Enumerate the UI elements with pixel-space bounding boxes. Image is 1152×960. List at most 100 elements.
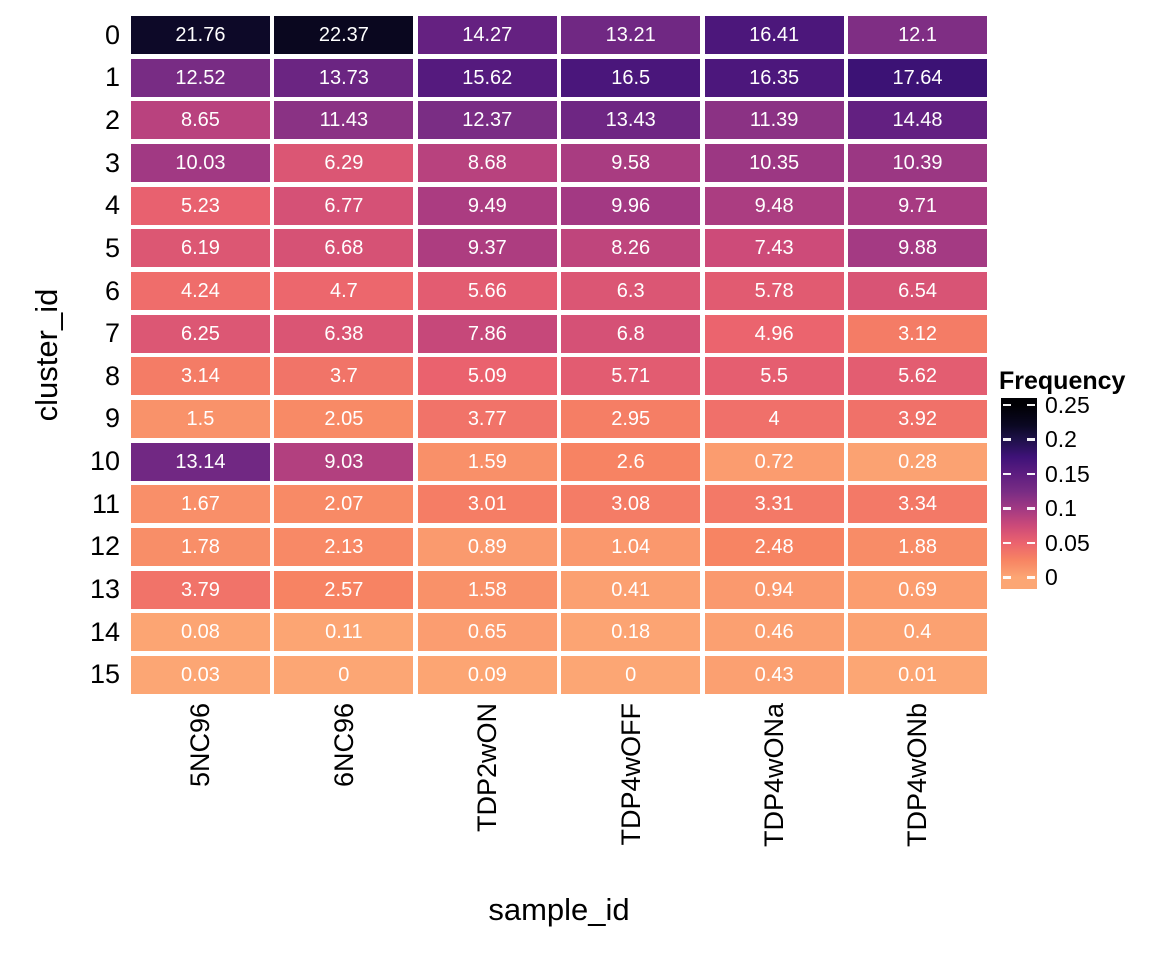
heatmap-cell: 3.14	[131, 357, 270, 396]
heatmap-cell: 13.21	[561, 16, 701, 55]
heatmap-cell: 2.05	[274, 399, 414, 439]
heatmap-cell: 12.52	[131, 58, 270, 97]
heatmap-cell: 0.41	[561, 570, 701, 609]
heatmap-cell: 5.09	[417, 357, 557, 396]
heatmap-cell: 1.59	[417, 442, 557, 481]
heatmap-cell: 9.03	[274, 442, 414, 481]
row-label: 2	[104, 104, 120, 135]
legend-tick-mark	[1027, 576, 1035, 579]
heatmap-cell: 0.46	[704, 613, 844, 652]
legend-tick-mark	[1027, 541, 1035, 545]
column-label: TDP4wONb	[902, 703, 933, 848]
column-label: TDP4wONa	[758, 703, 789, 848]
heatmap-cell: 14.48	[848, 101, 987, 140]
heatmap-cell: 22.37	[274, 16, 414, 55]
heatmap-cell: 8.26	[561, 229, 701, 268]
column-label: 5NC96	[185, 703, 216, 788]
heatmap-cell: 1.04	[561, 527, 701, 567]
heatmap-cell: 6.54	[848, 271, 987, 311]
row-label: 4	[104, 190, 120, 221]
legend-tick-label: 0.1	[1045, 495, 1077, 521]
heatmap-cell: 4.24	[131, 271, 270, 311]
heatmap-cell: 3.12	[848, 314, 987, 353]
heatmap-cell: 9.49	[417, 186, 557, 225]
heatmap-cell: 16.5	[561, 58, 701, 97]
heatmap-cell: 8.65	[131, 101, 270, 140]
heatmap-cell: 5.5	[704, 357, 844, 396]
heatmap-cell: 1.78	[131, 527, 270, 567]
heatmap-cell: 4	[704, 399, 844, 439]
heatmap-cell: 6.3	[561, 271, 701, 311]
heatmap-cell: 10.35	[704, 143, 844, 183]
heatmap-cell: 1.58	[417, 570, 557, 609]
heatmap-cell: 13.73	[274, 58, 414, 97]
heatmap-cell: 9.58	[561, 143, 701, 183]
heatmap-cell: 10.39	[848, 143, 987, 183]
heatmap-cell: 15.62	[417, 58, 557, 97]
heatmap-cell: 16.41	[704, 16, 844, 55]
heatmap-cell: 4.96	[704, 314, 844, 353]
column-label: TDP2wON	[472, 703, 503, 833]
heatmap-cell: 1.67	[131, 485, 270, 524]
heatmap-cell: 3.31	[704, 485, 844, 524]
heatmap-cell: 5.78	[704, 271, 844, 311]
heatmap-cell: 5.66	[417, 271, 557, 311]
row-label: 6	[104, 275, 120, 306]
heatmap-cell: 0.11	[274, 613, 414, 652]
heatmap-cell: 0.08	[131, 613, 270, 652]
heatmap-cell: 0.69	[848, 570, 987, 609]
legend-tick-mark	[1027, 403, 1035, 407]
legend-tick-label: 0.05	[1045, 529, 1090, 556]
legend-tick-mark	[1003, 541, 1011, 545]
heatmap-cell: 0	[274, 655, 414, 694]
heatmap-cell: 3.77	[417, 399, 557, 439]
legend-tick-label: 0	[1045, 564, 1058, 590]
row-label: 8	[104, 360, 120, 391]
row-label: 9	[104, 403, 120, 434]
heatmap-cell: 10.03	[131, 143, 270, 183]
heatmap-cell: 11.43	[274, 101, 414, 140]
legend-title: Frequency	[999, 367, 1126, 395]
heatmap-cell: 1.88	[848, 527, 987, 567]
heatmap-cell: 0	[561, 655, 701, 694]
heatmap-cell: 3.34	[848, 485, 987, 524]
heatmap-cell: 0.65	[417, 613, 557, 652]
heatmap-cell: 9.96	[561, 186, 701, 225]
legend-tick-label: 0.15	[1045, 460, 1090, 487]
legend-tick-mark	[1027, 507, 1035, 510]
heatmap-cell: 2.13	[274, 527, 414, 567]
heatmap-cell: 6.8	[561, 314, 701, 353]
legend-tick-mark	[1003, 472, 1011, 476]
heatmap-cell: 3.79	[131, 570, 270, 609]
heatmap-cell: 0.18	[561, 613, 701, 652]
legend-tick-mark	[1027, 472, 1035, 476]
heatmap-cell: 2.07	[274, 485, 414, 524]
legend-tick-label: 0.25	[1045, 391, 1090, 418]
row-label: 13	[89, 574, 120, 605]
column-label: TDP4wOFF	[615, 703, 646, 846]
heatmap-cell: 12.1	[848, 16, 987, 55]
row-label: 10	[89, 446, 120, 477]
legend-tick-mark	[1003, 438, 1011, 441]
heatmap-cell: 14.27	[417, 16, 557, 55]
row-label: 1	[104, 62, 120, 93]
heatmap-grid: 21.76 22.37 14.27 13.21 16.41 12.1 12.52 13.73 1…	[131, 16, 987, 694]
heatmap-cell: 6.38	[274, 314, 414, 353]
heatmap-cell: 2.48	[704, 527, 844, 567]
heatmap-cell: 6.77	[274, 186, 414, 225]
heatmap-cell: 21.76	[131, 16, 270, 55]
heatmap-cell: 3.7	[274, 357, 414, 396]
legend-tick-mark	[1027, 438, 1035, 441]
heatmap-cell: 1.5	[131, 399, 270, 439]
heatmap-cell: 16.35	[704, 58, 844, 97]
row-label: 12	[89, 531, 120, 562]
heatmap-cell: 2.6	[561, 442, 701, 481]
heatmap-cell: 2.57	[274, 570, 414, 609]
heatmap-cell: 0.28	[848, 442, 987, 481]
row-label: 7	[104, 318, 120, 349]
heatmap-cell: 13.14	[131, 442, 270, 481]
heatmap-cell: 5.62	[848, 357, 987, 396]
legend-tick-label: 0.2	[1045, 426, 1077, 452]
row-label: 11	[91, 488, 120, 519]
